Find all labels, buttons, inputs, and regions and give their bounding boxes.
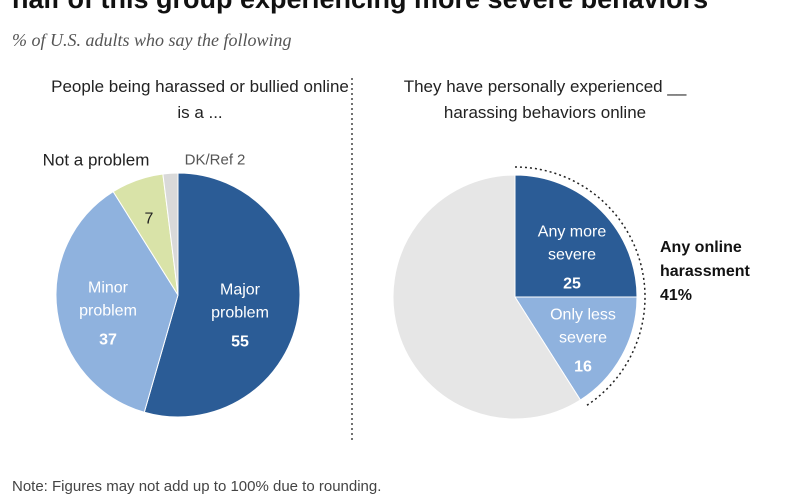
slice-name: Major problem [211,281,269,322]
slice-value: 16 [574,358,592,376]
slice-name: Any more severe [537,223,607,264]
chart-title: half of this group experiencing more sev… [12,0,800,15]
pie-slice [392,174,582,420]
slice-label: Minor problem 37 [58,277,158,352]
slice-value: 7 [144,210,154,228]
slice-name: Minor problem [79,279,137,320]
pie-title: People being harassed or bullied online … [51,77,349,122]
slice-value: 25 [563,275,581,293]
slice-value: 2 [237,151,246,169]
slice-label: DK/Ref 2 [185,149,246,172]
annotation-value: 41% [660,287,693,304]
pie-slice [514,174,638,298]
pie-slice [514,296,638,401]
pie-slice [162,172,179,296]
slice-name: DK/Ref [184,151,234,169]
slice-value: 37 [99,331,117,349]
annotation-text: Any online harassment [660,239,750,280]
pie-slice [143,172,301,418]
slice-value: 55 [231,333,249,351]
note: Note: Figures may not add up to 100% due… [12,478,382,495]
slice-label: Any more severe 25 [522,221,622,296]
annotation: Any online harassment 41% [660,236,790,308]
slice-name: Only less severe [550,306,616,347]
chart-subtitle: % of U.S. adults who say the following [12,30,292,50]
slice-label: Major problem 55 [190,279,290,354]
slice-name: Not a problem [42,150,150,170]
slice-label: Only less severe 16 [533,304,633,379]
pie-title: They have personally experienced __ hara… [403,77,687,122]
